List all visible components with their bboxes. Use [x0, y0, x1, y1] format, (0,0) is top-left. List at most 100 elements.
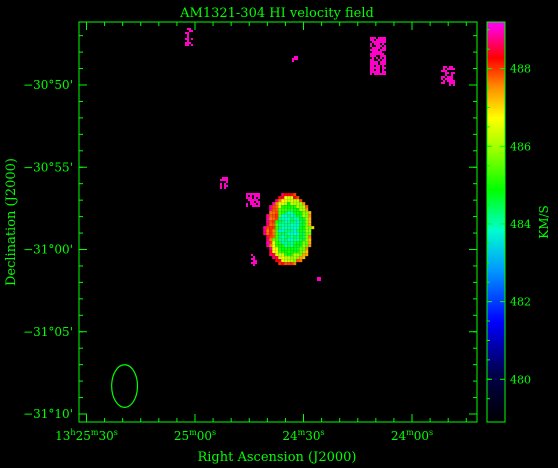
chart-title: AM1321-304 HI velocity field: [179, 6, 374, 21]
velocity-pixel: [299, 223, 303, 227]
noise-pixel: [384, 59, 386, 61]
velocity-pixel: [281, 232, 285, 236]
noise-pixel: [384, 71, 386, 73]
noise-pixel: [380, 37, 382, 39]
noise-pixel: [253, 262, 255, 264]
velocity-pixel: [296, 244, 300, 248]
velocity-pixel: [296, 238, 300, 242]
noise-pixel: [370, 43, 372, 45]
y-axis-ticks: −30°50' −30°55' −31°00' −31°05' −31°10': [23, 35, 477, 421]
velocity-pixel: [290, 193, 294, 197]
velocity-pixel: [284, 229, 288, 233]
velocity-pixel: [281, 229, 285, 233]
velocity-pixel: [290, 253, 294, 257]
noise-pixel: [256, 199, 258, 201]
velocity-pixel: [284, 256, 288, 260]
velocity-pixel: [275, 238, 279, 242]
velocity-pixel: [296, 250, 300, 254]
x-axis-title: Right Ascension (J2000): [197, 450, 356, 465]
velocity-pixel: [284, 253, 288, 257]
noise-pixel: [374, 37, 376, 39]
velocity-pixel: [272, 220, 276, 224]
noise-pixel: [294, 58, 296, 60]
velocity-pixel: [302, 229, 306, 233]
velocity-pixel: [284, 250, 288, 254]
velocity-pixel: [272, 211, 276, 215]
velocity-pixel: [281, 196, 285, 200]
noise-pixel: [382, 53, 384, 55]
velocity-pixel: [296, 259, 300, 263]
noise-pixel: [376, 63, 378, 65]
noise-pixel: [384, 37, 386, 39]
velocity-pixel: [284, 205, 288, 209]
noise-pixel: [372, 41, 374, 43]
velocity-pixel: [281, 259, 285, 263]
velocity-pixel: [263, 232, 267, 236]
velocity-pixel: [308, 235, 312, 239]
velocity-pixel: [266, 244, 270, 248]
noise-pixel: [384, 49, 386, 51]
velocity-pixel: [299, 247, 303, 251]
velocity-pixel: [305, 235, 309, 239]
noise-pixel: [374, 49, 376, 51]
velocity-pixel: [272, 235, 276, 239]
velocity-pixel: [272, 202, 276, 206]
velocity-pixel: [293, 256, 297, 260]
velocity-pixel: [269, 211, 273, 215]
noise-pixel: [258, 195, 260, 197]
noise-pixel: [317, 277, 319, 279]
colorbar-gradient: [487, 22, 505, 422]
beam-ellipse: [111, 364, 139, 408]
noise-pixel: [384, 47, 386, 49]
noise-pixel: [294, 56, 296, 58]
velocity-pixel: [281, 262, 285, 266]
velocity-pixel: [299, 211, 303, 215]
noise-pixel: [370, 45, 372, 47]
noise-pixel: [449, 84, 451, 86]
noise-pixel: [187, 36, 189, 38]
noise-pixel: [376, 53, 378, 55]
noise-pixel: [447, 80, 449, 82]
y-tick-label: −31°05': [23, 325, 73, 339]
velocity-pixel: [293, 229, 297, 233]
velocity-pixel: [293, 226, 297, 230]
noise-pixel: [384, 41, 386, 43]
noise-pixel: [374, 71, 376, 73]
noise-pixel: [370, 37, 372, 39]
velocity-pixel: [266, 232, 270, 236]
velocity-pixel: [290, 217, 294, 221]
velocity-pixel: [281, 220, 285, 224]
noise-pixel: [370, 73, 372, 75]
velocity-pixel: [296, 220, 300, 224]
velocity-pixel: [302, 211, 306, 215]
velocity-pixel: [293, 223, 297, 227]
velocity-pixel: [284, 214, 288, 218]
velocity-pixel: [284, 235, 288, 239]
noise-pixel: [376, 61, 378, 63]
noise-pixel: [187, 34, 189, 36]
velocity-pixel: [272, 244, 276, 248]
velocity-pixel: [290, 250, 294, 254]
velocity-pixel: [290, 202, 294, 206]
velocity-pixel: [305, 253, 309, 257]
noise-pixel: [378, 59, 380, 61]
colorbar-tick-label: 480: [510, 373, 531, 386]
velocity-pixel: [269, 232, 273, 236]
noise-pixel: [220, 179, 222, 181]
noise-pixel: [251, 254, 253, 256]
noise-pixel: [187, 28, 189, 30]
noise-pixel: [378, 73, 380, 75]
velocity-pixel: [296, 223, 300, 227]
velocity-pixel: [305, 247, 309, 251]
noise-pixel: [252, 203, 254, 205]
noise-pixel: [370, 63, 372, 65]
noise-pixel: [187, 40, 189, 42]
velocity-pixel: [305, 241, 309, 245]
noise-pixel: [187, 32, 189, 34]
noise-pixel: [453, 72, 455, 74]
velocity-pixel: [269, 253, 273, 257]
velocity-pixel: [299, 250, 303, 254]
noise-pixel: [378, 45, 380, 47]
velocity-pixel: [275, 202, 279, 206]
velocity-pixel: [305, 214, 309, 218]
